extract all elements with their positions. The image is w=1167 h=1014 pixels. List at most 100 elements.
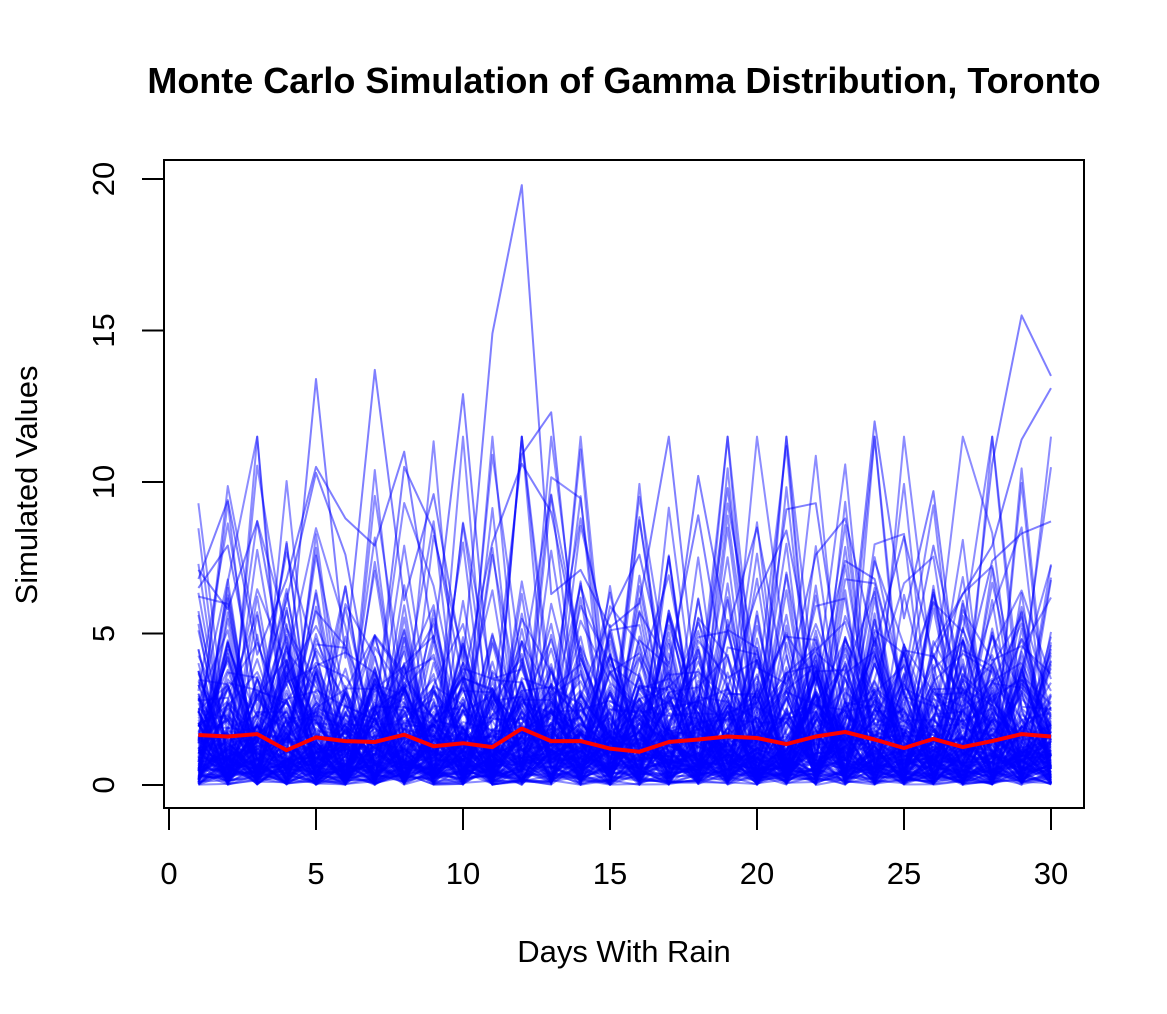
- simulation-run: [197, 592, 1052, 786]
- simulation-run: [197, 536, 1052, 781]
- simulation-run: [198, 623, 1052, 786]
- simulation-run: [198, 435, 1052, 786]
- simulation-run: [198, 569, 1052, 785]
- simulation-run: [198, 672, 1052, 786]
- simulation-run: [197, 613, 1052, 785]
- simulation-run: [197, 552, 1052, 786]
- simulation-run: [197, 494, 1052, 786]
- x-tick-label: 10: [446, 856, 480, 891]
- simulation-run: [197, 528, 1052, 784]
- simulation-run: [197, 655, 1052, 786]
- mean-line: [198, 726, 1052, 754]
- y-tick-label: 20: [86, 162, 121, 196]
- simulation-run: [197, 576, 1052, 784]
- simulation-run: [197, 617, 1052, 786]
- simulation-run: [198, 584, 1052, 786]
- x-tick-label: 0: [160, 856, 177, 891]
- simulation-run: [197, 633, 1052, 784]
- simulation-run: [197, 514, 1052, 786]
- simulation-run: [197, 435, 1052, 785]
- simulation-run: [197, 549, 1052, 786]
- simulation-run: [197, 540, 1052, 785]
- simulation-run: [198, 524, 1052, 785]
- simulation-run: [197, 454, 1052, 785]
- simulation-run: [197, 582, 1052, 783]
- simulation-run: [197, 532, 1052, 785]
- simulation-run: [197, 604, 1052, 784]
- simulation-run: [198, 683, 1052, 786]
- y-tick-label: 0: [86, 776, 121, 793]
- simulation-run: [197, 622, 1052, 785]
- x-tick-label: 20: [740, 856, 774, 891]
- simulation-run: [197, 520, 1052, 785]
- simulation-run-peak: [197, 462, 1052, 732]
- simulation-run: [198, 706, 1052, 785]
- simulation-run: [198, 599, 1052, 785]
- x-tick-label: 5: [307, 856, 324, 891]
- simulation-run: [197, 642, 1052, 785]
- simulation-run: [197, 663, 1052, 786]
- simulation-run: [197, 435, 1052, 786]
- simulation-run: [197, 526, 1052, 784]
- simulation-run: [197, 609, 1052, 782]
- simulation-run: [197, 668, 1052, 786]
- simulation-run: [197, 521, 1052, 783]
- simulation-run: [198, 630, 1052, 785]
- simulation-run: [197, 538, 1052, 786]
- simulation-run: [197, 502, 1052, 786]
- simulation-run: [197, 577, 1052, 786]
- simulation-run: [198, 494, 1052, 784]
- simulation-run: [197, 545, 1052, 784]
- simulation-run: [197, 440, 1052, 785]
- simulation-run: [197, 605, 1052, 786]
- simulation-run: [198, 580, 1052, 780]
- simulation-run: [197, 635, 1052, 785]
- simulation-run: [198, 598, 1052, 783]
- simulation-run: [197, 631, 1052, 786]
- simulation-run: [197, 480, 1052, 782]
- simulation-run: [197, 614, 1052, 778]
- simulation-run: [197, 649, 1052, 786]
- simulation-run: [197, 545, 1052, 786]
- simulation-run: [197, 435, 1052, 786]
- simulation-run: [197, 435, 1052, 784]
- simulation-run: [197, 633, 1052, 785]
- simulation-run: [197, 554, 1052, 785]
- simulation-run: [197, 661, 1052, 785]
- simulation-run: [198, 624, 1052, 785]
- simulation-run: [197, 611, 1052, 786]
- simulation-run: [197, 435, 1052, 785]
- simulation-run: [197, 453, 1052, 785]
- simulation-run: [198, 615, 1052, 785]
- simulation-run: [198, 589, 1052, 781]
- simulation-run: [197, 597, 1052, 786]
- simulation-run: [197, 506, 1052, 786]
- simulation-run: [197, 574, 1052, 786]
- simulation-run: [198, 435, 1052, 786]
- simulation-run: [197, 637, 1052, 786]
- simulation-run: [197, 542, 1052, 782]
- simulation-run: [197, 611, 1052, 784]
- simulation-run: [197, 637, 1052, 785]
- simulation-run: [197, 524, 1052, 786]
- simulation-run: [197, 635, 1052, 785]
- simulation-run: [197, 671, 1052, 784]
- simulation-run: [197, 547, 1052, 781]
- x-axis-title: Days With Rain: [517, 934, 731, 969]
- simulation-run: [197, 599, 1052, 786]
- y-tick-label: 10: [86, 465, 121, 499]
- simulation-run: [197, 630, 1052, 785]
- simulation-run: [198, 435, 1052, 785]
- axes: 0 5 10 15 20 25 30 0 5 10 15 20: [86, 159, 1085, 891]
- simulation-run: [198, 435, 1052, 785]
- simulation-run: [198, 582, 1052, 783]
- simulation-run: [197, 646, 1052, 786]
- simulation-run: [198, 502, 1052, 783]
- simulation-run: [197, 435, 1052, 786]
- simulation-run: [197, 555, 1052, 786]
- y-tick-label: 15: [86, 313, 121, 347]
- simulation-run: [197, 485, 1052, 786]
- simulation-run: [198, 595, 1052, 785]
- simulation-run: [198, 636, 1052, 785]
- simulation-run: [197, 577, 1052, 785]
